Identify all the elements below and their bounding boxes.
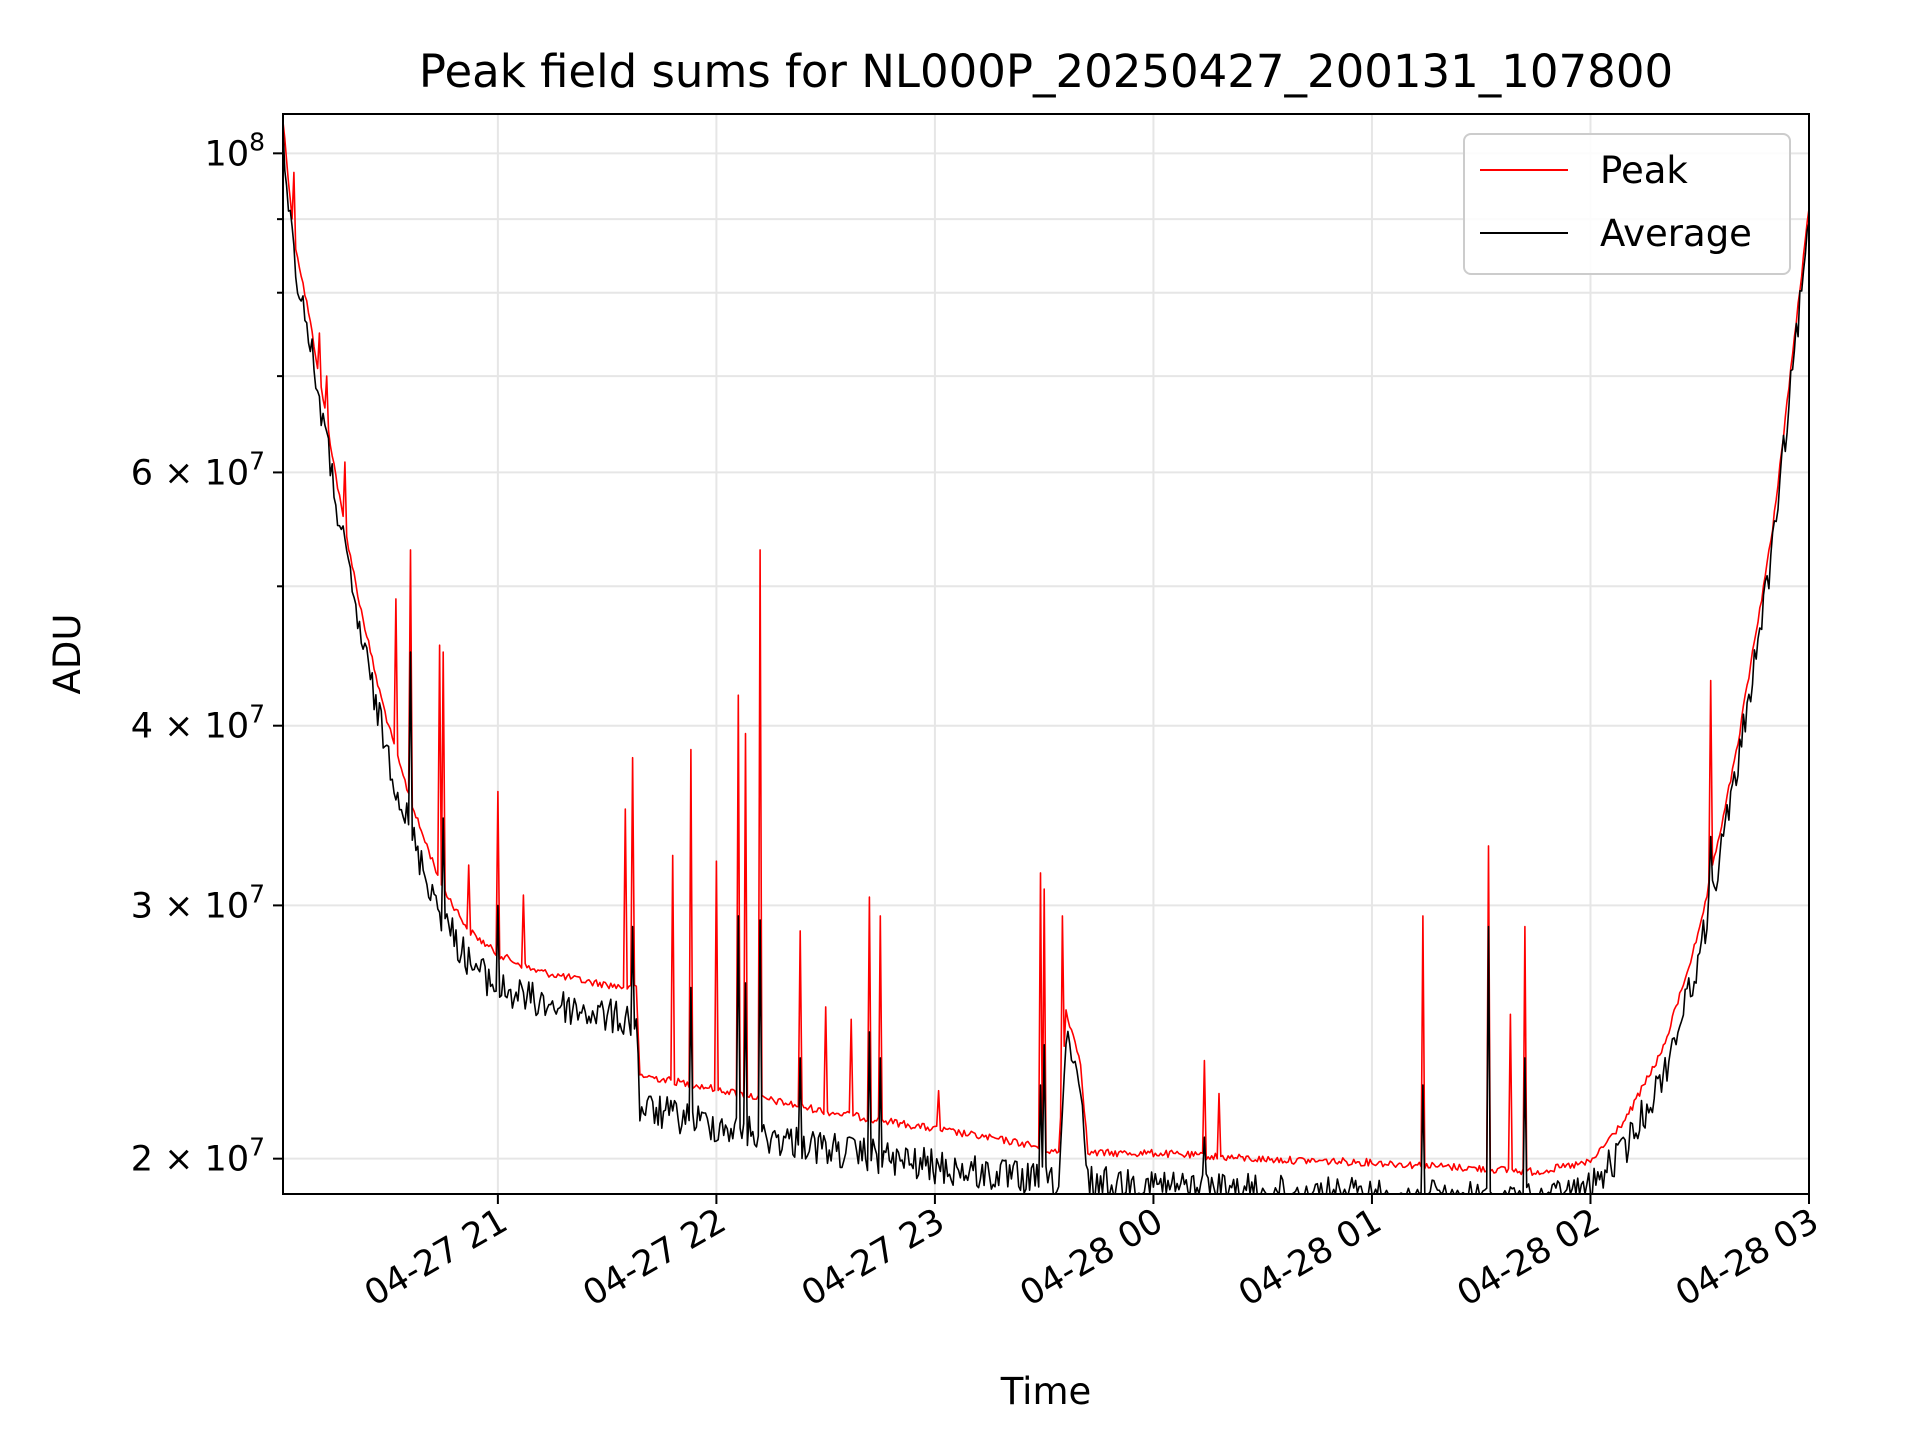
legend: Peak Average <box>1463 133 1791 275</box>
x-axis: 04-27 21 04-27 22 04-27 23 04-28 00 04-28 01… <box>358 1194 1826 1314</box>
y-tick-label: 2 × 107 <box>131 1133 265 1180</box>
y-tick-label: 3 × 107 <box>131 879 265 926</box>
x-tick-label: 04-27 21 <box>358 1201 514 1314</box>
grid <box>283 114 1810 1194</box>
x-tick-label: 04-28 00 <box>1014 1201 1170 1314</box>
y-tick-label: 108 <box>205 127 265 174</box>
series-layer <box>283 121 1809 1194</box>
x-tick-label: 04-27 22 <box>577 1201 733 1314</box>
x-axis-label: Time <box>1000 1370 1092 1413</box>
x-tick-label: 04-27 23 <box>795 1201 951 1314</box>
x-tick-label: 04-28 03 <box>1669 1201 1825 1314</box>
x-tick-label: 04-28 01 <box>1232 1201 1388 1314</box>
y-tick-label: 6 × 107 <box>131 446 265 493</box>
y-axis-label: ADU <box>46 614 89 695</box>
series-line-peak <box>283 121 1809 1176</box>
y-axis: 108 6 × 107 4 × 107 3 × 107 2 × 107 <box>131 127 283 1180</box>
series-line-average <box>283 127 1809 1194</box>
x-tick-label: 04-28 02 <box>1451 1201 1607 1314</box>
chart-title: Peak field sums for NL000P_20250427_2001… <box>419 45 1673 98</box>
legend-label-peak: Peak <box>1600 149 1688 192</box>
y-tick-label: 4 × 107 <box>131 700 265 747</box>
plot-frame <box>282 113 1810 1195</box>
legend-label-average: Average <box>1600 212 1752 255</box>
